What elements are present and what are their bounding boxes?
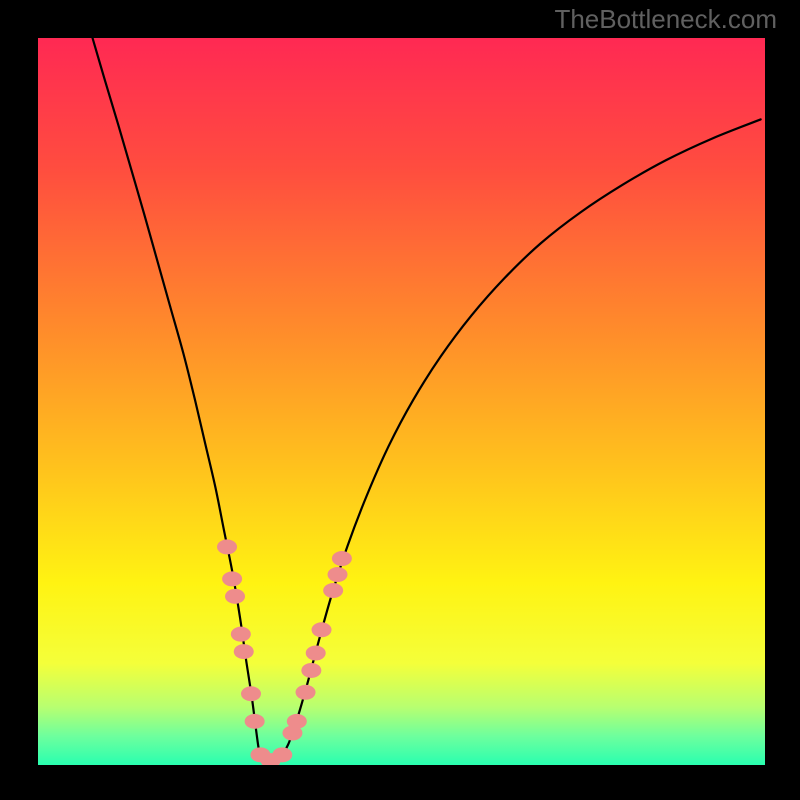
marker-point [301,663,321,678]
plot-area [38,38,765,765]
marker-point [306,646,326,661]
marker-point [241,686,261,701]
marker-point [222,571,242,586]
chart-container: TheBottleneck.com [0,0,800,800]
plot-svg [38,38,765,765]
gradient-background [38,38,765,765]
marker-point [332,551,352,566]
marker-point [272,747,292,762]
marker-point [234,644,254,659]
marker-point [287,714,307,729]
marker-point [245,714,265,729]
marker-point [231,627,251,642]
marker-point [312,622,332,637]
marker-point [225,589,245,604]
marker-point [328,567,348,582]
marker-point [296,685,316,700]
marker-point [217,539,237,554]
watermark-text: TheBottleneck.com [554,4,777,35]
marker-point [323,583,343,598]
